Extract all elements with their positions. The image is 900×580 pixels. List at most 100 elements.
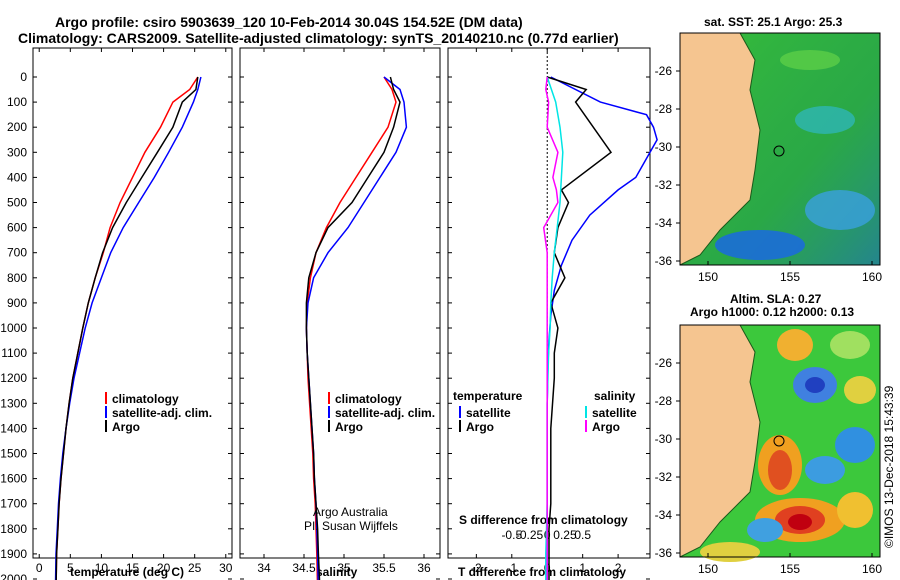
sla-map xyxy=(679,324,881,562)
x-tick-label: 30 xyxy=(219,561,233,575)
watermark: ©IMOS 13-Dec-2018 15:43:39 xyxy=(882,385,896,548)
temp-legend-climatology: climatology xyxy=(112,392,179,406)
depth-tick-label: 600 xyxy=(7,221,27,235)
depth-tick-labels: 0100200300400500600700800900100011001200… xyxy=(0,70,650,580)
x-tick-label: 1 xyxy=(579,561,586,575)
x-tick-label: 2 xyxy=(615,561,622,575)
x-tick-label: 34.5 xyxy=(292,561,316,575)
depth-tick-label: 1600 xyxy=(0,472,27,486)
sal-legend-climatology: climatology xyxy=(335,392,402,406)
tdiff-legend-satellite: satellite xyxy=(466,406,511,420)
title-line-1: Argo profile: csiro 5903639_120 10-Feb-2… xyxy=(55,14,523,30)
tdiff-xlabel: T difference from climatology xyxy=(458,565,626,579)
depth-tick-label: 2000 xyxy=(0,572,27,580)
series-line-argo xyxy=(55,76,199,580)
x-tick-label: 20 xyxy=(157,561,171,575)
x-tick-label: 34 xyxy=(257,561,271,575)
depth-tick-label: 1400 xyxy=(0,421,27,435)
temperature-panel xyxy=(32,47,233,559)
sst-map-ticks: -26 -28 -30 -32 -34 -36 150 155 160 xyxy=(655,64,883,284)
depth-tick-label: 100 xyxy=(7,95,27,109)
depth-tick-label: 1900 xyxy=(0,547,27,561)
temp-legend-argo: Argo xyxy=(112,420,140,434)
x-tick-label: 15 xyxy=(126,561,140,575)
x-tick-labels: 0 5 10 15 20 25 30 34 34.5 35 35.5 36 -2 -1 0 1 2-0.5-0.… xyxy=(36,48,622,575)
x-tick-label: 0 xyxy=(36,561,43,575)
x-tick-label: -1 xyxy=(506,561,517,575)
series-line-t-argo xyxy=(546,76,613,580)
depth-tick-label: 700 xyxy=(7,246,27,260)
land-mass xyxy=(680,325,760,557)
lon-tick-label: 155 xyxy=(780,562,800,576)
lat-tick-label: -30 xyxy=(655,432,673,446)
salinity-panel xyxy=(239,47,441,559)
lat-tick-label: -30 xyxy=(655,140,673,154)
legend-salinity-heading: salinity xyxy=(594,389,636,403)
map-bottom-title-2: Argo h1000: 0.12 h2000: 0.13 xyxy=(690,305,854,319)
profile-lines xyxy=(54,76,658,580)
x-tick-label: 5 xyxy=(67,561,74,575)
salinity-xlabel: salinity xyxy=(316,565,358,579)
depth-tick-label: 1000 xyxy=(0,321,27,335)
temperature-xlabel: temperature (deg C) xyxy=(70,565,184,579)
lat-tick-label: -32 xyxy=(655,470,673,484)
depth-tick-label: 1800 xyxy=(0,522,27,536)
title-line-2: Climatology: CARS2009. Satellite-adjuste… xyxy=(18,30,619,46)
series-line-argo xyxy=(305,76,401,580)
lon-tick-label: 150 xyxy=(698,562,718,576)
sst-map xyxy=(679,32,881,266)
depth-tick-label: 1100 xyxy=(1,346,27,360)
depth-tick-label: 900 xyxy=(7,296,27,310)
secondary-x-tick-label: -0.25 xyxy=(516,528,544,542)
legend-temperature-heading: temperature xyxy=(453,389,523,403)
lon-tick-label: 160 xyxy=(862,270,882,284)
float-marker xyxy=(773,435,785,447)
credit-line-2: PI: Susan Wijffels xyxy=(304,519,398,533)
lat-tick-label: -34 xyxy=(655,508,673,522)
depth-tick-label: 1700 xyxy=(0,497,27,511)
sdiff-legend-satellite: satellite xyxy=(592,406,637,420)
x-tick-label: -2 xyxy=(471,561,482,575)
secondary-x-tick-label: 0.25 xyxy=(553,528,577,542)
x-tick-label: 25 xyxy=(188,561,202,575)
map-top-title: sat. SST: 25.1 Argo: 25.3 xyxy=(704,15,843,29)
depth-tick-label: 300 xyxy=(7,145,27,159)
lat-tick-label: -36 xyxy=(655,254,673,268)
lat-tick-label: -26 xyxy=(655,64,673,78)
x-tick-label: 35.5 xyxy=(372,561,396,575)
depth-tick-label: 400 xyxy=(7,170,27,184)
lat-tick-label: -34 xyxy=(655,216,673,230)
depth-tick-label: 1200 xyxy=(0,371,27,385)
depth-tick-label: 500 xyxy=(7,196,27,210)
lon-tick-label: 150 xyxy=(698,270,718,284)
temperature-legend: climatology satellite-adj. clim. Argo xyxy=(105,392,212,434)
profile-panels xyxy=(32,47,651,559)
sdiff-xlabel: S difference from climatology xyxy=(459,513,628,527)
credit-line-1: Argo Australia xyxy=(313,505,388,519)
lat-tick-label: -36 xyxy=(655,546,673,560)
depth-tick-label: 800 xyxy=(7,271,27,285)
sla-map-ticks: -26 -28 -30 -32 -34 -36 150 155 160 xyxy=(655,356,883,576)
depth-tick-label: 200 xyxy=(7,120,27,134)
depth-tick-label: 0 xyxy=(20,70,27,84)
lat-tick-label: -32 xyxy=(655,178,673,192)
tdiff-legend-argo: Argo xyxy=(466,420,494,434)
secondary-x-tick-label: -0.5 xyxy=(501,528,522,542)
temp-legend-satellite: satellite-adj. clim. xyxy=(112,406,212,420)
series-line-satellite-adj-clim- xyxy=(54,76,202,580)
sal-legend-argo: Argo xyxy=(335,420,363,434)
depth-tick-label: 1300 xyxy=(0,396,27,410)
sal-legend-satellite: satellite-adj. clim. xyxy=(335,406,435,420)
difference-legend: satellite Argo satellite Argo xyxy=(459,406,637,434)
difference-panel xyxy=(447,47,651,559)
series-line-climatology xyxy=(55,76,199,580)
secondary-x-tick-label: 0.5 xyxy=(574,528,591,542)
lat-tick-label: -26 xyxy=(655,356,673,370)
map-bottom-title-1: Altim. SLA: 0.27 xyxy=(730,292,822,306)
lat-tick-label: -28 xyxy=(655,394,673,408)
series-line-s-argo xyxy=(542,76,559,580)
lat-tick-label: -28 xyxy=(655,102,673,116)
sdiff-legend-argo: Argo xyxy=(592,420,620,434)
series-line-s-satellite xyxy=(545,76,564,580)
